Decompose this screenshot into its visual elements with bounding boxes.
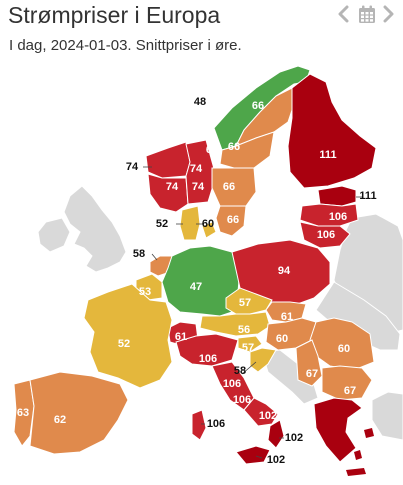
region-se3[interactable] — [211, 167, 257, 207]
chevron-right-icon[interactable] — [382, 4, 396, 24]
page-title: Strømpriser i Europa — [8, 2, 221, 28]
price-label-se4: 66 — [227, 214, 239, 226]
price-label-fr: 52 — [118, 338, 130, 350]
region-si[interactable] — [237, 335, 263, 353]
region-turkey[interactable] — [371, 391, 403, 441]
region-lt[interactable] — [299, 221, 351, 249]
price-label-si: 57 — [242, 342, 254, 354]
region-dk1[interactable] — [179, 205, 201, 241]
price-label-at: 56 — [238, 324, 250, 336]
region-se4[interactable] — [215, 205, 247, 237]
region-ee[interactable] — [317, 185, 357, 207]
region-at[interactable] — [199, 311, 271, 337]
price-label-pt: 63 — [17, 407, 29, 419]
price-label-hu: 60 — [276, 333, 288, 345]
price-label-lv: 106 — [329, 211, 347, 223]
region-no-southwest[interactable] — [147, 173, 189, 213]
region-lv[interactable] — [299, 203, 359, 227]
price-label-no-south: 74 — [190, 163, 203, 175]
chevron-left-icon[interactable] — [336, 4, 350, 24]
region-it-sicily[interactable] — [235, 445, 271, 465]
price-label-rs: 67 — [306, 368, 318, 380]
region-no-west[interactable] — [145, 141, 191, 179]
region-ireland[interactable] — [37, 217, 71, 253]
price-label-ro: 60 — [338, 343, 350, 355]
region-ukraine[interactable] — [315, 281, 401, 351]
price-label-cz: 57 — [239, 297, 251, 309]
price-label-it-centre: 106 — [223, 378, 241, 390]
region-it-south[interactable] — [243, 397, 279, 427]
price-label-no-west: 74 — [192, 181, 205, 193]
region-it-sardinia[interactable] — [191, 409, 207, 441]
price-label-se3b: 66 — [223, 181, 235, 193]
price-label-ee: 111 — [359, 190, 376, 202]
price-label-lt: 106 — [317, 229, 335, 241]
region-gr-islands — [346, 428, 374, 476]
price-label-no-southwest: 74 — [166, 181, 179, 193]
price-label-it-calabria: 102 — [285, 432, 303, 444]
price-label-nl: 58 — [133, 248, 145, 260]
price-label-se2: 66 — [206, 144, 218, 156]
region-sk[interactable] — [265, 301, 307, 323]
region-it-north[interactable] — [175, 333, 239, 367]
region-dk2[interactable] — [201, 221, 217, 239]
price-label-es: 62 — [54, 414, 66, 426]
region-gr[interactable] — [313, 397, 363, 463]
region-bg[interactable] — [321, 365, 373, 401]
region-it-calabria[interactable] — [267, 419, 285, 449]
price-label-dk2: 60 — [202, 218, 214, 230]
price-label-hr: 58 — [234, 365, 246, 377]
price-label-it-sicily: 102 — [267, 454, 285, 466]
price-label-fi: 111 — [319, 149, 336, 161]
region-es[interactable] — [29, 371, 129, 455]
price-label-pl: 94 — [278, 265, 291, 277]
price-label-no-west-outside: 74 — [126, 161, 139, 173]
page-subtitle: I dag, 2024-01-03. Snittpriser i øre. — [9, 37, 242, 54]
region-fr[interactable] — [83, 283, 173, 389]
price-label-be: 53 — [139, 286, 151, 298]
price-label-de: 47 — [190, 281, 202, 293]
europe-price-map: 48 66 66 66 111 74 74 74 74 66 111 66 10… — [13, 65, 403, 476]
calendar-icon[interactable] — [357, 4, 377, 24]
price-label-gr: 93 — [350, 428, 362, 440]
price-label-dk1: 52 — [156, 218, 168, 230]
region-balkans[interactable] — [261, 349, 319, 405]
price-label-se1: 66 — [252, 100, 264, 112]
price-label-sk: 61 — [281, 311, 293, 323]
region-no-south[interactable] — [185, 139, 217, 205]
price-label-it-south: 102 — [259, 410, 277, 422]
region-uk[interactable] — [63, 185, 127, 273]
region-fi[interactable] — [287, 73, 377, 189]
price-label-bg: 67 — [344, 385, 356, 397]
price-label-ch: 61 — [175, 331, 187, 343]
price-label-se3: 66 — [228, 141, 240, 153]
price-label-it-north: 106 — [199, 353, 217, 365]
region-hr[interactable] — [249, 347, 277, 373]
price-label-it-sardinia: 106 — [207, 418, 225, 430]
price-label-it-centre-b: 106 — [233, 394, 251, 406]
price-label-no-north: 48 — [194, 96, 206, 108]
region-se2[interactable] — [219, 131, 275, 169]
